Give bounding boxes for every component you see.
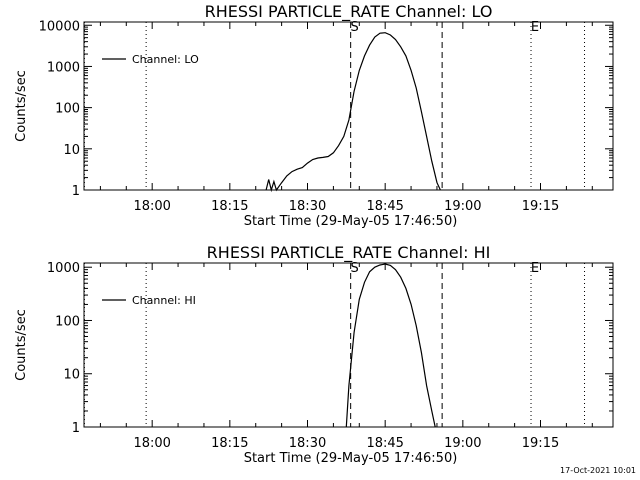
y-tick-label: 100 (55, 102, 80, 117)
panel-hi: RHESSI PARTICLE_RATE Channel: HI 18:00 18:… (14, 243, 614, 466)
time-marker-label: E (531, 20, 539, 35)
x-tick-label: 19:15 (522, 199, 559, 214)
chart-title: RHESSI PARTICLE_RATE Channel: LO (205, 2, 493, 22)
x-axis-label: Start Time (29-May-05 17:46:50) (244, 214, 458, 229)
panel-lo: RHESSI PARTICLE_RATE Channel: LO 18:00 18:… (14, 2, 614, 229)
y-tick-label: 10 (63, 368, 80, 383)
x-tick-label: 18:45 (366, 436, 403, 451)
x-tick-label: 18:30 (289, 199, 326, 214)
y-tick-label: 1 (72, 421, 80, 436)
plot-frame (83, 21, 614, 191)
x-tick-label: 18:15 (211, 436, 248, 451)
x-tick-label: 18:15 (211, 199, 248, 214)
y-axis-label: Counts/sec (14, 309, 29, 381)
y-tick-label: 1000 (47, 60, 80, 75)
y-tick-label: 10 (63, 143, 80, 158)
y-tick-label: 1 (72, 184, 80, 199)
x-tick-label: 18:00 (133, 199, 170, 214)
series-line (345, 263, 436, 428)
y-tick-label: 100 (55, 314, 80, 329)
time-marker-label: S (351, 20, 359, 35)
legend-label: Channel: LO (132, 53, 199, 66)
time-marker-label: E (531, 261, 539, 276)
y-axis-label: Counts/sec (14, 70, 29, 142)
footer-timestamp: 17-Oct-2021 10:01 (560, 466, 636, 475)
x-tick-label: 18:30 (289, 436, 326, 451)
plot-frame (83, 262, 614, 428)
series-line (265, 32, 441, 193)
x-tick-label: 19:00 (444, 436, 481, 451)
x-tick-label: 19:15 (522, 436, 559, 451)
legend-label: Channel: HI (132, 294, 196, 307)
y-tick-label: 10000 (39, 19, 80, 34)
y-tick-label: 1000 (47, 261, 80, 276)
x-tick-label: 18:00 (133, 436, 170, 451)
chart-title: RHESSI PARTICLE_RATE Channel: HI (207, 243, 491, 263)
x-axis-label: Start Time (29-May-05 17:46:50) (244, 451, 458, 466)
x-tick-label: 19:00 (444, 199, 481, 214)
time-marker-label: S (351, 261, 359, 276)
x-tick-label: 18:45 (366, 199, 403, 214)
